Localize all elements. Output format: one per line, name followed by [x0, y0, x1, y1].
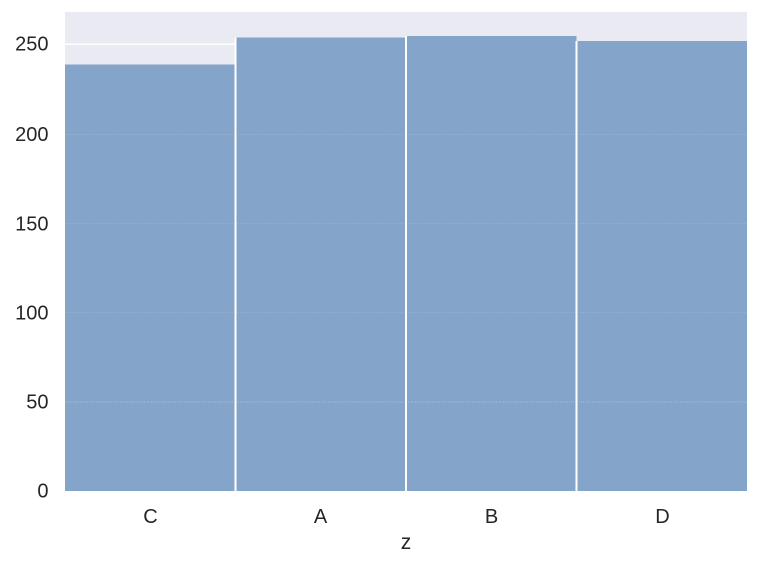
svg-text:B: B — [485, 506, 498, 528]
svg-text:z: z — [401, 531, 412, 554]
svg-text:A: A — [314, 506, 328, 528]
svg-text:200: 200 — [15, 124, 48, 146]
svg-text:C: C — [143, 506, 157, 528]
svg-text:50: 50 — [26, 391, 48, 413]
svg-text:0: 0 — [37, 481, 48, 503]
svg-text:150: 150 — [15, 213, 48, 235]
svg-text:D: D — [655, 506, 669, 528]
svg-text:100: 100 — [15, 302, 48, 324]
svg-text:250: 250 — [15, 34, 48, 56]
